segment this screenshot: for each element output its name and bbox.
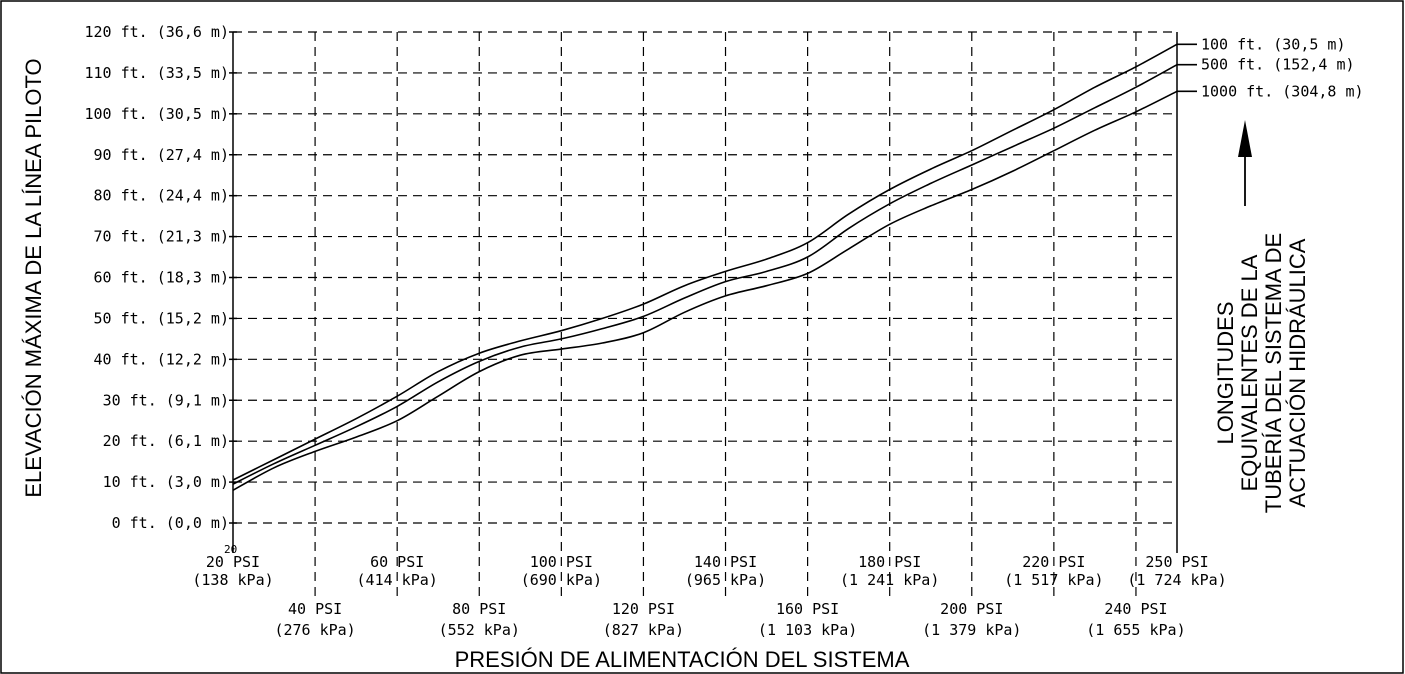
y-tick-label: 60 ft. (18,3 m) [94,269,229,287]
legend-title-line-4: ACTUACIÓN HIDRÁULICA [1285,238,1310,507]
y-tick-label: 30 ft. (9,1 m) [103,391,229,409]
x-tick-label-kpa: (1 724 kPa) [1127,571,1226,589]
series-line-1 [232,43,1178,481]
legend-title-line-3: TUBERÍA DEL SISTEMA DE [1261,233,1286,513]
x-tick-label-kpa: (965 kPa) [685,571,766,589]
x-tick-label-kpa: (1 241 kPa) [840,571,939,589]
y-tick-label: 40 ft. (12,2 m) [94,350,229,368]
y-tick-label: 0 ft. (0,0 m) [112,514,229,532]
x-tick-label-psi: 220 PSI [1022,553,1085,571]
x-tick-label-kpa: (827 kPa) [603,621,684,639]
x-tick-label-psi: 180 PSI [858,553,921,571]
y-axis-title: ELEVACIÓN MÁXIMA DE LA LÍNEA PILOTO [21,58,46,497]
legend-series-label: 500 ft. (152,4 m) [1201,56,1355,74]
x-tick-label-psi: 200 PSI [940,600,1003,618]
x-tick-label-psi: 80 PSI [452,600,506,618]
x-tick-labels: 20 PSI(138 kPa) 60 PSI(414 kPa) 100 PSI(69… [192,553,1226,639]
x-axis-title: PRESIÓN DE ALIMENTACIÓN DEL SISTEMA [455,647,910,672]
x-tick-label-kpa: (1 379 kPa) [922,621,1021,639]
legend-title-line-1: LONGITUDES [1213,301,1238,444]
x-tick-label-kpa: (138 kPa) [192,571,273,589]
series-line-3 [232,90,1178,491]
x-tick-label-psi: 240 PSI [1104,600,1167,618]
series-line-2 [232,64,1178,485]
x-tick-label-psi: 40 PSI [288,600,342,618]
x-tick-label-kpa: (690 kPa) [521,571,602,589]
x-tick-label-psi: 120 PSI [612,600,675,618]
y-tick-label: 90 ft. (27,4 m) [94,146,229,164]
y-tick-label: 110 ft. (33,5 m) [85,64,230,82]
x-tick-label-kpa: (1 517 kPa) [1004,571,1103,589]
legend-title: LONGITUDES EQUIVALENTES DE LA TUBERÍA DE… [1213,233,1310,513]
y-tick-label: 50 ft. (15,2 m) [94,309,229,327]
y-tick-label: 70 ft. (21,3 m) [94,228,229,246]
x-tick-label-psi: 250 PSI [1145,553,1208,571]
grid-lines [233,31,1177,598]
x-tick-label-kpa: (1 103 kPa) [758,621,857,639]
axes [229,31,1178,553]
legend-title-line-2: EQUIVALENTES DE LA [1237,254,1262,491]
x-tick-label-psi: 100 PSI [530,553,593,571]
legend: 100 ft. (30,5 m) 500 ft. (152,4 m) 1000 ft… [1177,35,1364,100]
x-tick-label-kpa: (414 kPa) [357,571,438,589]
y-tick-labels: 120 ft. (36,6 m) 110 ft. (33,5 m) 100 ft. … [85,23,230,532]
x-tick-label-psi: 160 PSI [776,600,839,618]
legend-up-arrow-icon [1238,120,1252,206]
legend-series-label: 1000 ft. (304,8 m) [1201,82,1364,100]
x-tick-label-psi: 60 PSI [370,553,424,571]
series-lines [232,43,1178,491]
x-tick-label-psi: 140 PSI [694,553,757,571]
y-tick-label: 120 ft. (36,6 m) [85,23,230,41]
legend-series-label: 100 ft. (30,5 m) [1201,35,1346,53]
y-tick-label: 10 ft. (3,0 m) [103,473,229,491]
x-tick-label-kpa: (1 655 kPa) [1086,621,1185,639]
x-origin-note: 20 [224,543,237,556]
y-tick-label: 100 ft. (30,5 m) [85,105,230,123]
y-tick-label: 80 ft. (24,4 m) [94,187,229,205]
x-tick-label-kpa: (552 kPa) [439,621,520,639]
y-tick-label: 20 ft. (6,1 m) [103,432,229,450]
x-tick-label-kpa: (276 kPa) [274,621,355,639]
x-tick-label-psi: 20 PSI [206,553,260,571]
